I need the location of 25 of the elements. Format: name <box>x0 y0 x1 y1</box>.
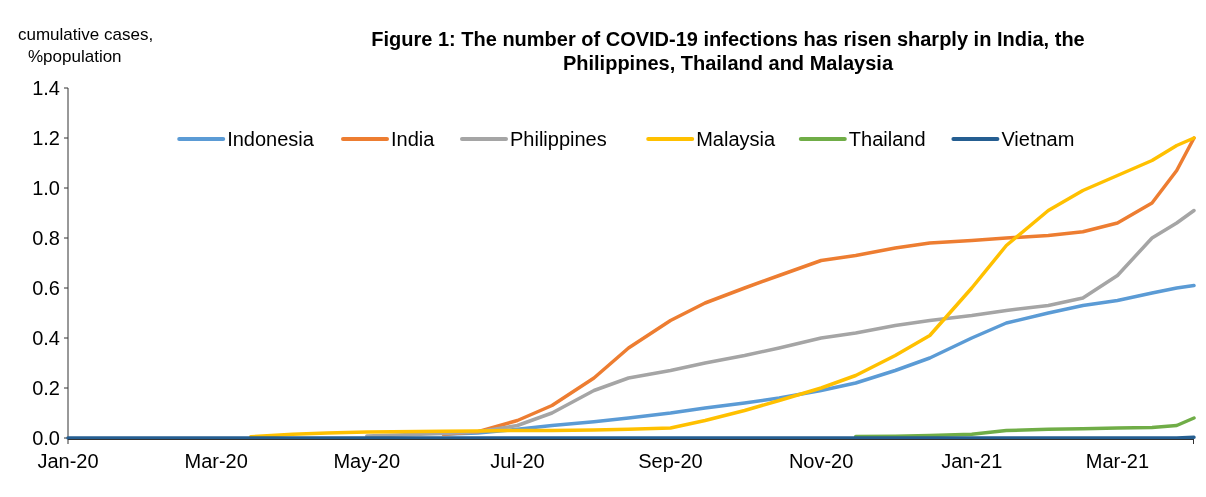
y-tick-label: 0.2 <box>32 377 60 399</box>
chart-title: Figure 1: The number of COVID-19 infections has risen sharply in India, the Philippines, Thailand and Malaysia <box>371 28 1085 74</box>
legend-label: Philippines <box>510 128 607 150</box>
legend-label: Vietnam <box>1001 128 1075 150</box>
x-tick-label: Mar-21 <box>1085 450 1150 472</box>
y-tick-label: 0.0 <box>32 427 60 449</box>
x-tick-label: Jul-20 <box>490 450 545 472</box>
x-tick-label: Jan-20 <box>37 450 99 472</box>
legend-label: India <box>391 128 436 150</box>
x-tick-label: May-20 <box>333 450 401 472</box>
y-tick-label: 1.2 <box>32 127 60 149</box>
x-tick-label: Jan-21 <box>941 450 1003 472</box>
x-tick-label: Nov-20 <box>788 450 854 472</box>
x-tick-label: Mar-20 <box>184 450 248 472</box>
legend-label: Indonesia <box>227 128 315 150</box>
legend-label: Thailand <box>848 128 926 150</box>
y-tick-label: 1.4 <box>32 77 60 99</box>
y-axis-title: cumulative cases, %population <box>18 25 154 66</box>
line-series <box>365 208 1196 438</box>
y-tick-label: 0.4 <box>32 327 60 349</box>
legend-label: Malaysia <box>696 128 776 150</box>
y-tick-label: 1.0 <box>32 177 60 199</box>
y-tick-label: 0.8 <box>32 227 60 249</box>
x-tick-label: Sep-20 <box>638 450 703 472</box>
y-tick-label: 0.6 <box>32 277 60 299</box>
